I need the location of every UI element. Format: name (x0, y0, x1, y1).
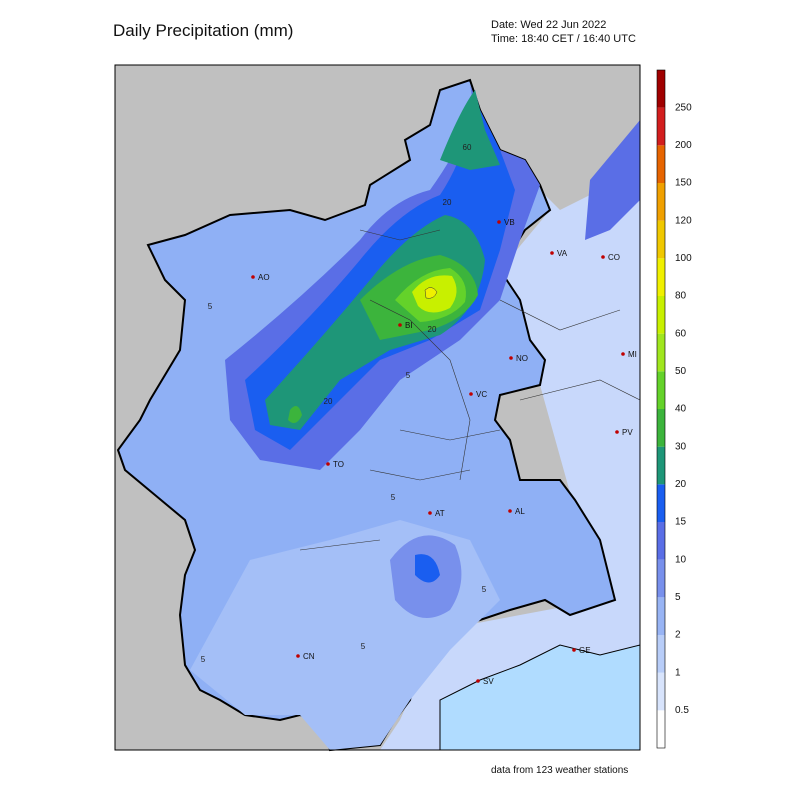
city-dot (476, 679, 480, 683)
colorbar-segment (657, 484, 665, 522)
city-label: MI (628, 350, 637, 359)
colorbar-segment (657, 371, 665, 409)
colorbar-label: 15 (675, 517, 687, 528)
colorbar-segment (657, 70, 665, 108)
map (114, 64, 641, 752)
province-borders (299, 229, 641, 551)
colorbar-label: 200 (675, 140, 692, 151)
city-dot (601, 255, 605, 259)
colorbar-label: 150 (675, 178, 692, 189)
contour-label: 20 (443, 198, 452, 207)
city-label: BI (405, 321, 413, 330)
colorbar-segment (657, 522, 665, 560)
city-dot (508, 509, 512, 513)
city-dot (550, 251, 554, 255)
city-label: GE (579, 646, 591, 655)
city-label: AT (435, 509, 445, 518)
colorbar-label: 10 (675, 554, 687, 565)
contour-label: 5 (406, 371, 411, 380)
contour-label: 5 (201, 655, 206, 664)
city-dot (572, 648, 576, 652)
east-blob (585, 120, 640, 240)
asti-core (415, 554, 440, 583)
colorbar-segment (657, 559, 665, 598)
contour-label: 60 (463, 143, 472, 152)
colorbar-segment (657, 183, 665, 221)
city-dot (509, 356, 513, 360)
city-dot (326, 462, 330, 466)
colorbar-label: 30 (675, 441, 687, 452)
colorbar-label: 40 (675, 404, 687, 415)
city-dot (469, 392, 473, 396)
colorbar-segment (657, 333, 665, 372)
colorbar-label: 80 (675, 291, 687, 302)
colorbar-label: 60 (675, 328, 687, 339)
city-dot (621, 352, 625, 356)
city-dot (398, 323, 402, 327)
colorbar-segment (657, 635, 665, 673)
colorbar-label: 100 (675, 253, 692, 264)
contour-label: 5 (482, 585, 487, 594)
colorbar-segment (657, 446, 665, 485)
city-label: CN (303, 652, 315, 661)
colorbar-label: 5 (675, 592, 681, 603)
city-label: VA (557, 249, 568, 258)
colorbar-segment (657, 710, 665, 748)
colorbar-segment (657, 409, 665, 447)
city-dot (615, 430, 619, 434)
contour-label: 5 (391, 493, 396, 502)
colorbar-label: 120 (675, 215, 692, 226)
contour-label: 5 (208, 302, 213, 311)
time: Time: 18:40 CET / 16:40 UTC (491, 33, 636, 45)
colorbar-segment (657, 672, 665, 711)
east-area (380, 120, 640, 750)
band-20 (265, 90, 500, 430)
band-80 (424, 287, 438, 299)
colorbar-segment (657, 107, 665, 146)
city-label: AO (258, 273, 270, 282)
city-label: VC (476, 390, 487, 399)
contour-label: 20 (428, 325, 437, 334)
colorbar: 0.5 1 2 5 10 15 20 30 40 50 60 80 100 120 150 200 250 (656, 69, 692, 749)
footer: data from 123 weather stations (491, 765, 628, 776)
city-label: AL (515, 507, 525, 516)
city-label: NO (516, 354, 528, 363)
colorbar-segment (657, 258, 665, 296)
city-label: CO (608, 253, 620, 262)
colorbar-segment (657, 145, 665, 183)
colorbar-label: 2 (675, 630, 681, 641)
city-dot (296, 654, 300, 658)
city-label: VB (504, 218, 515, 227)
city-dot (251, 275, 255, 279)
city-label: PV (622, 428, 633, 437)
city-label: SV (483, 677, 494, 686)
city-dot (428, 511, 432, 515)
colorbar-segment (657, 296, 665, 334)
colorbar-label: 20 (675, 479, 687, 490)
city-dot (497, 220, 501, 224)
colorbar-frame (656, 69, 666, 749)
colorbar-segment (657, 597, 665, 635)
colorbar-label: 0.5 (675, 705, 689, 716)
contour-label: 20 (324, 397, 333, 406)
colorbar-label: 250 (675, 102, 692, 113)
colorbar-label: 50 (675, 366, 687, 377)
colorbar-segment (657, 220, 665, 259)
title: Daily Precipitation (mm) (113, 21, 293, 40)
date: Date: Wed 22 Jun 2022 (491, 19, 606, 31)
map-frame (114, 64, 641, 751)
cities: AO VB VA CO BI NO MI VC PV TO AT AL GE CN SV 60 20 5 20 5 20… (201, 143, 637, 686)
city-label: TO (333, 460, 344, 469)
colorbar-label: 1 (675, 667, 681, 678)
contour-label: 5 (361, 642, 366, 651)
